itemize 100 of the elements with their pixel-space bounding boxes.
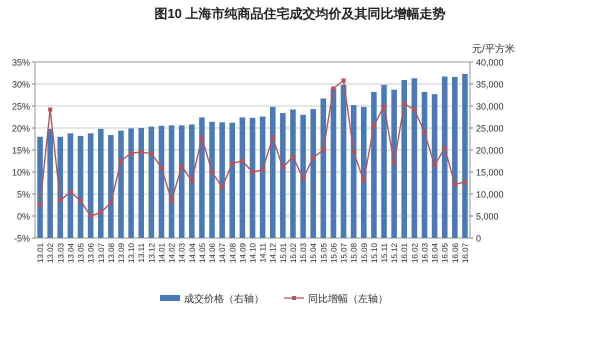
bar [320, 98, 326, 238]
point [240, 159, 244, 163]
y-tick-label: 0% [16, 212, 30, 222]
bar [260, 116, 266, 238]
bar [168, 125, 174, 238]
point [48, 108, 52, 112]
y-tick-label: 10% [12, 168, 30, 178]
x-tick-label: 15.05 [319, 242, 328, 264]
bar [68, 133, 74, 238]
point [170, 198, 174, 203]
x-tick-label: 14.12 [268, 242, 278, 264]
bar [300, 114, 306, 238]
bar [58, 136, 64, 238]
point [129, 151, 134, 156]
x-tick-label: 16.07 [460, 242, 470, 264]
bar [108, 135, 114, 238]
point [88, 214, 93, 218]
bar [422, 92, 428, 238]
x-tick-label: 14.08 [228, 242, 238, 264]
bar [78, 136, 84, 238]
point [432, 163, 437, 168]
x-tick-label: 15.08 [350, 242, 359, 264]
x-tick-label: 15.02 [288, 242, 298, 264]
point [250, 170, 254, 174]
point [68, 190, 72, 194]
point [452, 182, 457, 186]
bar [371, 92, 377, 238]
y2-tick-label: 25,000 [476, 124, 504, 134]
bar [178, 125, 184, 238]
point [321, 148, 326, 152]
x-tick-label: 13.07 [96, 242, 106, 264]
x-tick-label: 16.03 [420, 242, 430, 264]
point [98, 210, 103, 214]
x-tick-label: 15.06 [329, 242, 338, 264]
x-tick-label: 14.05 [198, 242, 207, 264]
y2-axis-title: 元/平方米 [472, 43, 515, 55]
x-tick-label: 13.09 [116, 242, 126, 264]
x-tick-label: 15.04 [309, 242, 318, 264]
chart-title: 图10 上海市纯商品住宅成交均价及其同比增幅走势 [154, 6, 446, 21]
bar [350, 105, 356, 238]
bar [47, 128, 53, 238]
point [422, 130, 426, 134]
bar [138, 128, 144, 238]
point [200, 136, 204, 140]
point [38, 203, 42, 207]
bar [118, 130, 124, 238]
x-tick-label: 16.01 [400, 242, 410, 264]
x-tick-label: 13.02 [46, 242, 56, 264]
point [382, 104, 386, 108]
x-tick-label: 14.01 [157, 242, 166, 264]
legend-label: 同比增幅（左轴） [308, 293, 388, 305]
x-tick-label: 14.03 [178, 242, 187, 264]
bar [88, 133, 94, 238]
point [352, 150, 356, 154]
x-tick-label: 15.01 [278, 242, 288, 264]
point [290, 154, 295, 159]
x-tick-label: 15.03 [299, 242, 308, 264]
point [108, 200, 113, 205]
bar [340, 84, 346, 238]
point [270, 136, 275, 140]
y2-tick-label: 15,000 [476, 168, 504, 178]
x-tick-label: 15.09 [360, 242, 369, 264]
x-tick-label: 13.05 [76, 242, 86, 264]
x-tick-label: 13.08 [106, 242, 116, 264]
point [462, 180, 467, 184]
y-tick-label: 20% [12, 124, 30, 134]
x-tick-label: 16.06 [450, 242, 460, 264]
point [412, 108, 416, 112]
point [139, 150, 144, 154]
point [78, 198, 83, 203]
x-tick-label: 14.09 [238, 242, 248, 264]
bar [310, 109, 316, 238]
bar [250, 118, 256, 238]
point [442, 146, 447, 150]
legend-label: 成交价格（右轴） [184, 293, 264, 305]
x-tick-label: 14.11 [258, 242, 268, 262]
x-tick-label: 13.11 [137, 242, 146, 262]
point [280, 166, 285, 170]
y-tick-label: 15% [12, 146, 30, 156]
bar [37, 136, 43, 238]
y-tick-label: 5% [16, 190, 30, 200]
legend-成交价格（右轴）: 成交价格（右轴） [160, 294, 264, 305]
point [58, 198, 62, 203]
bar [98, 128, 104, 238]
bar [412, 78, 418, 238]
bar [128, 128, 134, 238]
y2-tick-label: 35,000 [476, 80, 504, 90]
y2-tick-label: 10,000 [476, 190, 504, 200]
y-tick-label: -5% [14, 234, 30, 244]
x-tick-label: 13.12 [147, 242, 156, 264]
x-tick-label: 16.02 [410, 242, 420, 264]
point [230, 161, 234, 166]
y2-tick-label: 20,000 [476, 146, 504, 156]
bar [209, 122, 215, 238]
bar [360, 106, 367, 238]
bar [219, 122, 225, 238]
bar [189, 124, 195, 238]
point [190, 178, 194, 183]
x-tick-label: 14.02 [168, 242, 177, 264]
y2-tick-label: 0 [476, 234, 482, 244]
